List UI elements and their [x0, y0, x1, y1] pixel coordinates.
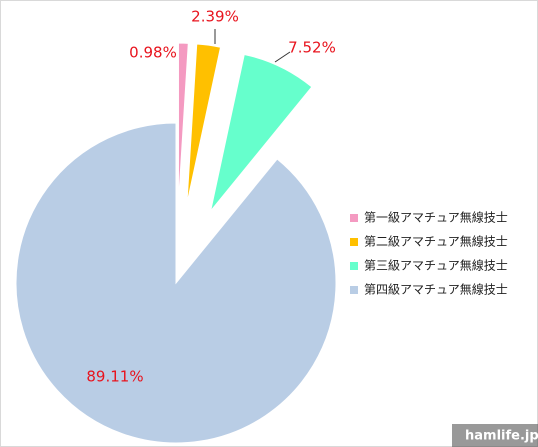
legend-swatch	[350, 214, 358, 222]
legend-swatch	[350, 286, 358, 294]
value-label: 89.11%	[86, 368, 143, 386]
value-label: 2.39%	[191, 8, 239, 26]
legend-swatch	[350, 262, 358, 270]
watermark-bg	[452, 424, 538, 447]
pie-slice	[177, 42, 189, 204]
watermark: hamlife.jp	[465, 429, 538, 444]
leader-line	[274, 51, 291, 63]
legend-label: 第三級アマチュア無線技士	[364, 258, 508, 273]
pie-slice	[186, 43, 222, 204]
legend-swatch	[350, 238, 358, 246]
pie-slice	[210, 53, 313, 212]
legend-label: 第一級アマチュア無線技士	[364, 210, 508, 225]
value-label: 0.98%	[129, 44, 177, 62]
value-label: 7.52%	[288, 39, 336, 57]
legend-label: 第二級アマチュア無線技士	[364, 234, 508, 249]
legend-label: 第四級アマチュア無線技士	[364, 282, 508, 297]
pie-slice	[15, 122, 337, 444]
